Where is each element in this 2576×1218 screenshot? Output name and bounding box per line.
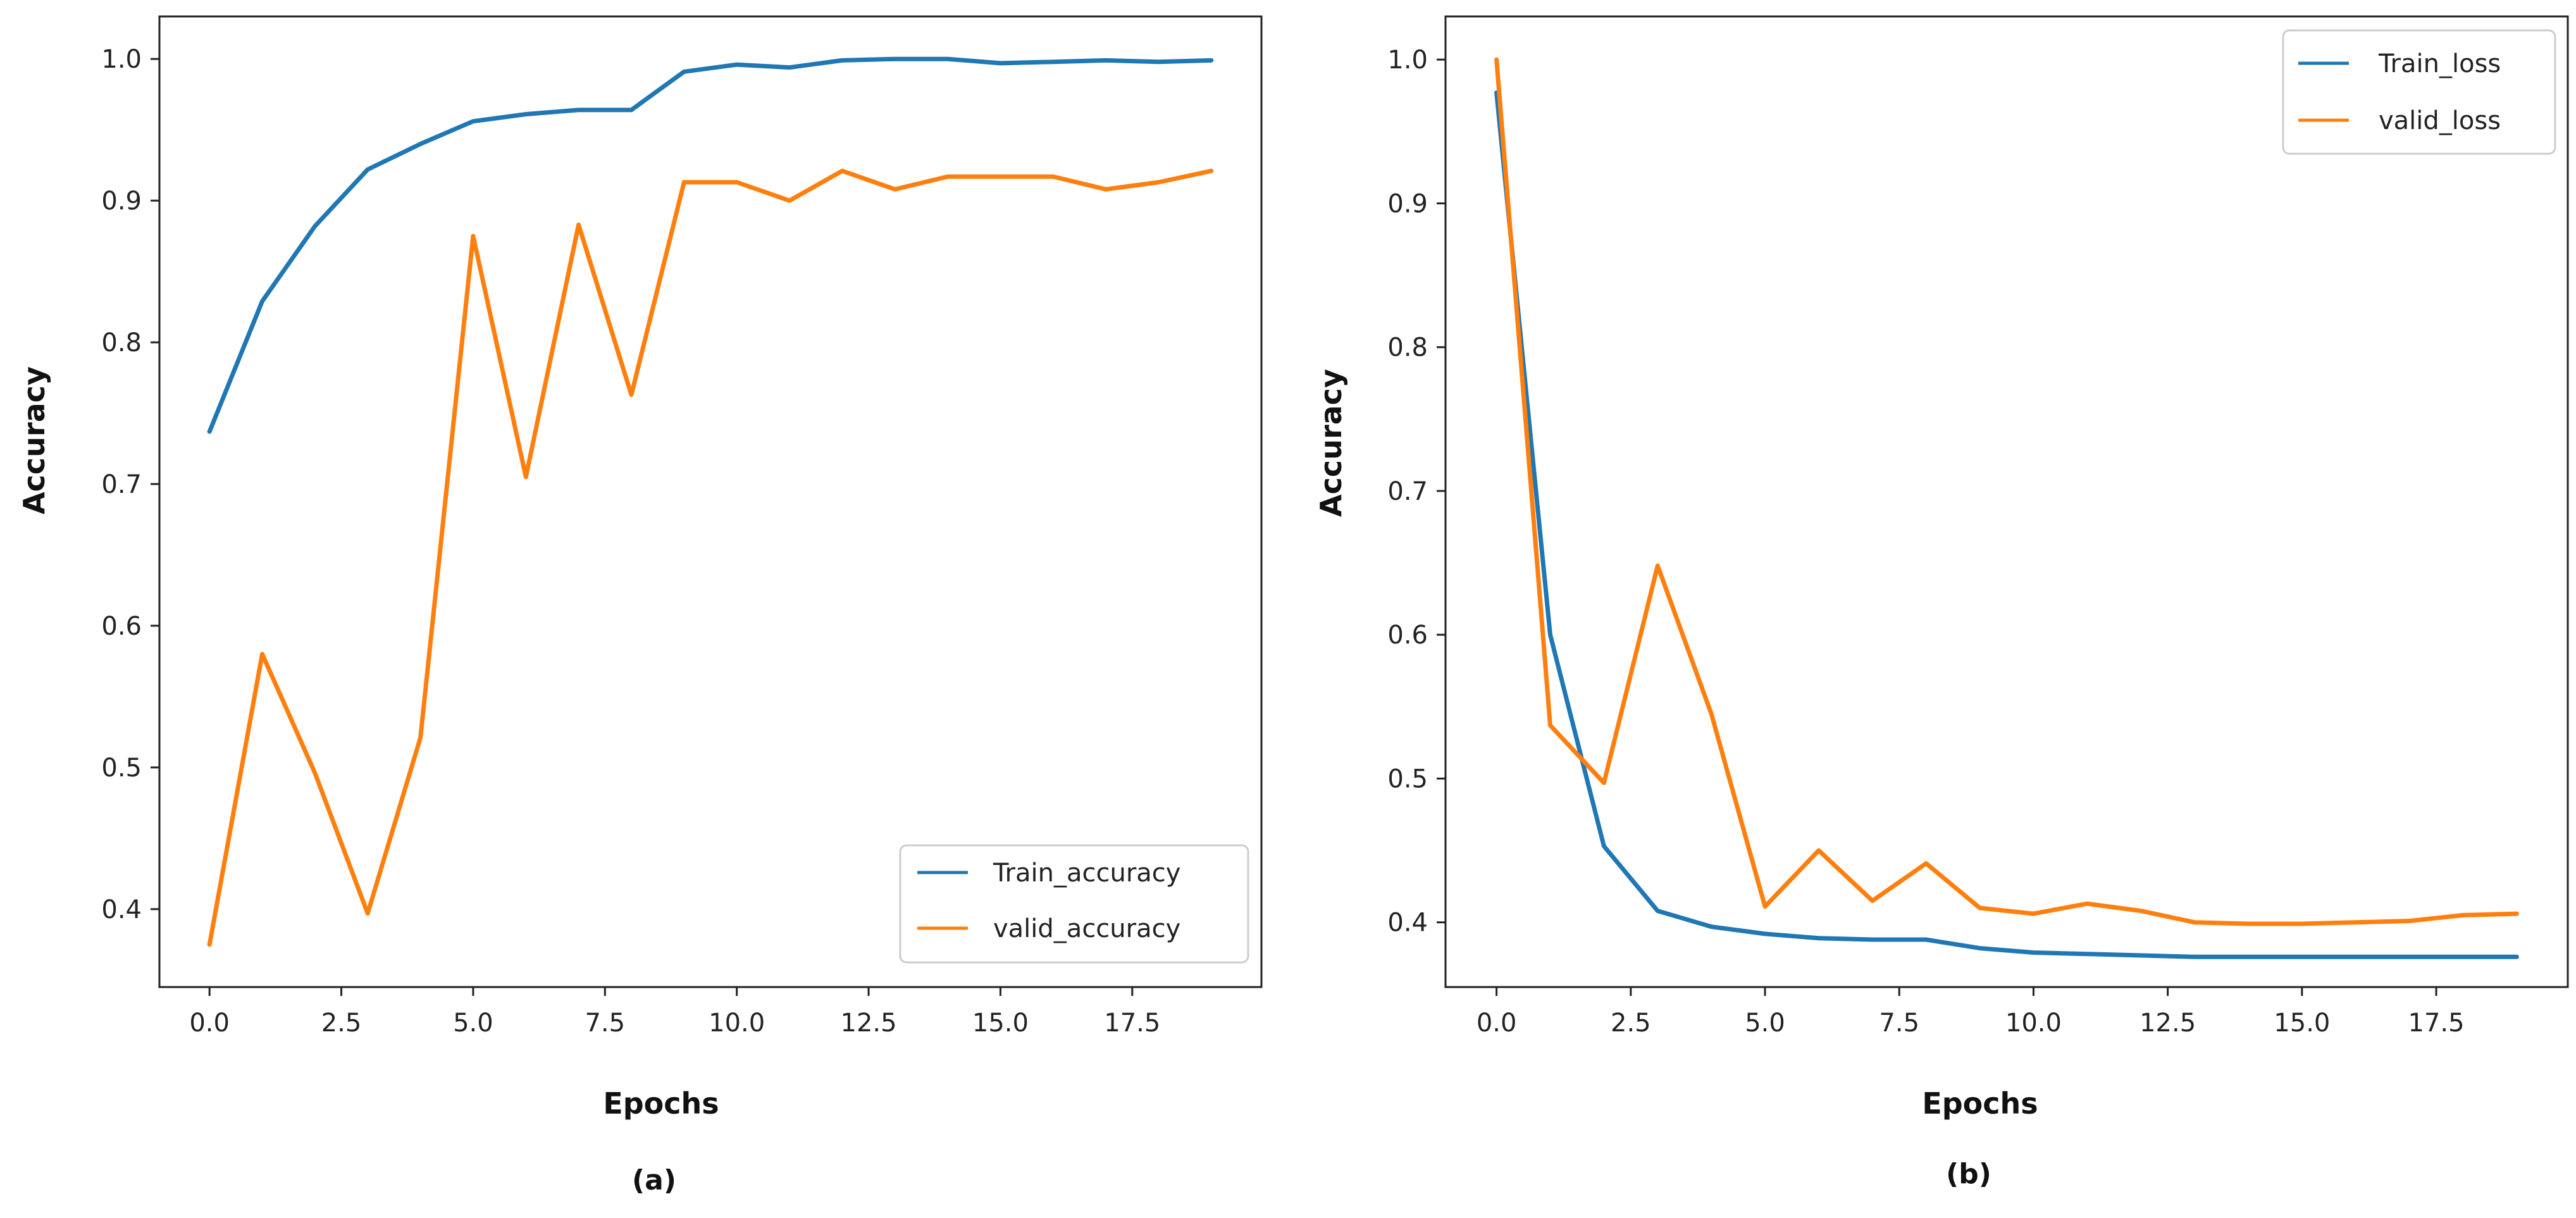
x-tick-label: 17.5 xyxy=(1104,1009,1160,1038)
y-tick-label: 0.4 xyxy=(101,895,142,924)
series-line-train-accuracy xyxy=(207,56,1214,434)
y-tick-label: 0.6 xyxy=(101,612,142,641)
x-tick-label: 0.0 xyxy=(189,1009,230,1038)
y-axis-title-a: Accuracy xyxy=(17,366,51,514)
x-tick-label: 2.5 xyxy=(321,1009,362,1038)
x-ticks-b: 0.0 2.5 5.0 7.5 10.0 12.5 15.0 17.5 xyxy=(1477,987,2465,1038)
legend-label-train-loss: Train_loss xyxy=(2378,49,2501,78)
y-tick-label: 0.7 xyxy=(1387,477,1428,506)
chart-panel-b: 0.0 2.5 5.0 7.5 10.0 12.5 15.0 17.5 0.40.50.60.… xyxy=(1314,15,2569,1190)
series-line-valid-loss xyxy=(1494,57,2519,926)
x-tick-label: 5.0 xyxy=(453,1009,493,1038)
x-axis-title-b: Epochs xyxy=(1922,1086,2038,1121)
plot-frame-a xyxy=(158,15,1263,988)
series-layer-b xyxy=(1494,57,2519,959)
series-line-train-loss xyxy=(1494,90,2519,959)
legend-a: Train_accuracy valid_accuracy xyxy=(899,844,1249,964)
y-tick-label: 0.5 xyxy=(1387,764,1428,793)
x-tick-label: 17.5 xyxy=(2408,1009,2465,1038)
y-tick-label: 1.0 xyxy=(101,45,142,74)
x-tick-label: 2.5 xyxy=(1611,1009,1651,1038)
y-axis-title-b: Accuracy xyxy=(1314,369,1348,517)
x-tick-label: 12.5 xyxy=(841,1009,897,1038)
legend-label-valid-loss: valid_loss xyxy=(2379,106,2501,135)
y-tick-label: 0.8 xyxy=(1387,333,1428,363)
x-tick-label: 7.5 xyxy=(585,1009,625,1038)
panel-label-a: (a) xyxy=(632,1164,676,1196)
y-tick-label: 0.4 xyxy=(1387,909,1428,938)
x-tick-label: 15.0 xyxy=(972,1009,1029,1038)
y-ticks-a: 0.4 0.5 0.6 0.7 0.8 0.9 1.0 xyxy=(101,45,159,924)
x-tick-label: 0.0 xyxy=(1477,1009,1517,1038)
y-tick-label: 0.9 xyxy=(1387,189,1428,218)
y-tick-label: 0.6 xyxy=(1387,621,1428,650)
chart-panel-a: 0.0 2.5 5.0 7.5 10.0 12.5 15.0 17.5 0.40.50.60.… xyxy=(17,15,1263,1196)
x-tick-label: 5.0 xyxy=(1745,1009,1785,1038)
y-tick-label: 0.7 xyxy=(101,470,142,499)
legend-box-a xyxy=(899,844,1249,964)
y-tick-label: 0.9 xyxy=(101,187,142,216)
y-tick-label: 0.8 xyxy=(101,328,142,357)
legend-b: Train_loss valid_loss xyxy=(2282,29,2556,155)
x-tick-label: 10.0 xyxy=(2005,1009,2062,1038)
x-axis-title-a: Epochs xyxy=(603,1086,719,1121)
legend-label-valid-accuracy: valid_accuracy xyxy=(993,914,1180,943)
series-layer-a xyxy=(207,56,1214,947)
x-tick-label: 15.0 xyxy=(2274,1009,2330,1038)
x-tick-label: 7.5 xyxy=(1879,1009,1919,1038)
series-line-valid-accuracy xyxy=(207,168,1214,947)
y-tick-label: 1.0 xyxy=(1387,46,1428,75)
panel-label-b: (b) xyxy=(1946,1158,1991,1190)
plot-frame-b xyxy=(1444,15,2569,988)
legend-box-b xyxy=(2282,29,2556,155)
x-tick-label: 10.0 xyxy=(709,1009,765,1038)
legend-label-train-accuracy: Train_accuracy xyxy=(993,859,1180,888)
x-ticks-a: 0.0 2.5 5.0 7.5 10.0 12.5 15.0 17.5 xyxy=(189,987,1160,1038)
y-ticks-b: 0.4 0.5 0.6 0.7 0.8 0.9 1.0 xyxy=(1387,46,1446,938)
y-tick-label: 0.5 xyxy=(101,754,142,783)
x-tick-label: 12.5 xyxy=(2139,1009,2196,1038)
